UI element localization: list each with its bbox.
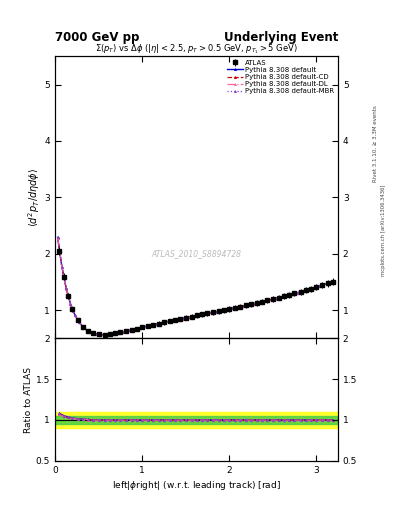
Line: Pythia 8.308 default: Pythia 8.308 default (56, 236, 333, 336)
Pythia 8.308 default-DL (55, 234, 60, 241)
Pythia 8.308 default-CD (124, 328, 129, 334)
Pythia 8.308 default-MBR (124, 328, 129, 334)
Pythia 8.308 default-DL (124, 328, 129, 334)
Text: Rivet 3.1.10, ≥ 3.3M events: Rivet 3.1.10, ≥ 3.3M events (373, 105, 378, 182)
Pythia 8.308 default (175, 316, 180, 323)
Pythia 8.308 default-MBR (201, 311, 206, 317)
Pythia 8.308 default-MBR (295, 289, 300, 295)
Pythia 8.308 default-MBR (321, 282, 326, 288)
Pythia 8.308 default-CD (329, 279, 334, 285)
Pythia 8.308 default-CD (98, 332, 103, 338)
Title: $\Sigma(p_T)$ vs $\Delta\phi$ ($|\eta| < 2.5$, $p_T > 0.5$ GeV, $p_{T_1} > 5$ Ge: $\Sigma(p_T)$ vs $\Delta\phi$ ($|\eta| <… (95, 43, 298, 56)
Legend: ATLAS, Pythia 8.308 default, Pythia 8.308 default-CD, Pythia 8.308 default-DL, P: ATLAS, Pythia 8.308 default, Pythia 8.30… (226, 58, 336, 96)
Bar (55, 412, 338, 428)
Pythia 8.308 default-CD (175, 316, 180, 323)
Pythia 8.308 default-DL (141, 324, 146, 330)
Text: 7000 GeV pp: 7000 GeV pp (55, 31, 140, 44)
Pythia 8.308 default-DL (295, 290, 300, 296)
Pythia 8.308 default-CD (295, 290, 300, 296)
Text: ATLAS_2010_S8894728: ATLAS_2010_S8894728 (151, 249, 242, 258)
Line: Pythia 8.308 default-MBR: Pythia 8.308 default-MBR (56, 236, 333, 336)
Pythia 8.308 default (124, 328, 129, 334)
Pythia 8.308 default (329, 279, 334, 285)
Pythia 8.308 default (295, 289, 300, 295)
Pythia 8.308 default-MBR (55, 234, 60, 240)
Pythia 8.308 default-CD (201, 311, 206, 317)
Text: Underlying Event: Underlying Event (224, 31, 338, 44)
Pythia 8.308 default (201, 311, 206, 317)
Pythia 8.308 default-CD (141, 324, 146, 330)
Pythia 8.308 default-MBR (175, 316, 180, 323)
Pythia 8.308 default-MBR (329, 279, 334, 285)
X-axis label: left|$\phi$right| (w.r.t. leading track) [rad]: left|$\phi$right| (w.r.t. leading track)… (112, 479, 281, 492)
Y-axis label: $\langle d^2 p_T / d\eta d\phi \rangle$: $\langle d^2 p_T / d\eta d\phi \rangle$ (26, 167, 42, 227)
Pythia 8.308 default (98, 332, 103, 338)
Y-axis label: Ratio to ATLAS: Ratio to ATLAS (24, 367, 33, 433)
Pythia 8.308 default-CD (55, 234, 60, 241)
Line: Pythia 8.308 default-CD: Pythia 8.308 default-CD (56, 236, 333, 336)
Pythia 8.308 default-MBR (98, 332, 103, 338)
Pythia 8.308 default (141, 324, 146, 330)
Bar (55, 416, 338, 424)
Pythia 8.308 default-DL (175, 316, 180, 323)
Pythia 8.308 default-DL (321, 282, 326, 288)
Pythia 8.308 default-DL (329, 279, 334, 285)
Pythia 8.308 default-DL (201, 311, 206, 317)
Text: mcplots.cern.ch [arXiv:1306.3436]: mcplots.cern.ch [arXiv:1306.3436] (381, 185, 386, 276)
Pythia 8.308 default-MBR (141, 324, 146, 330)
Pythia 8.308 default-CD (321, 282, 326, 288)
Pythia 8.308 default-DL (98, 332, 103, 338)
Pythia 8.308 default (321, 282, 326, 288)
Line: Pythia 8.308 default-DL: Pythia 8.308 default-DL (56, 236, 333, 336)
Pythia 8.308 default (55, 234, 60, 241)
